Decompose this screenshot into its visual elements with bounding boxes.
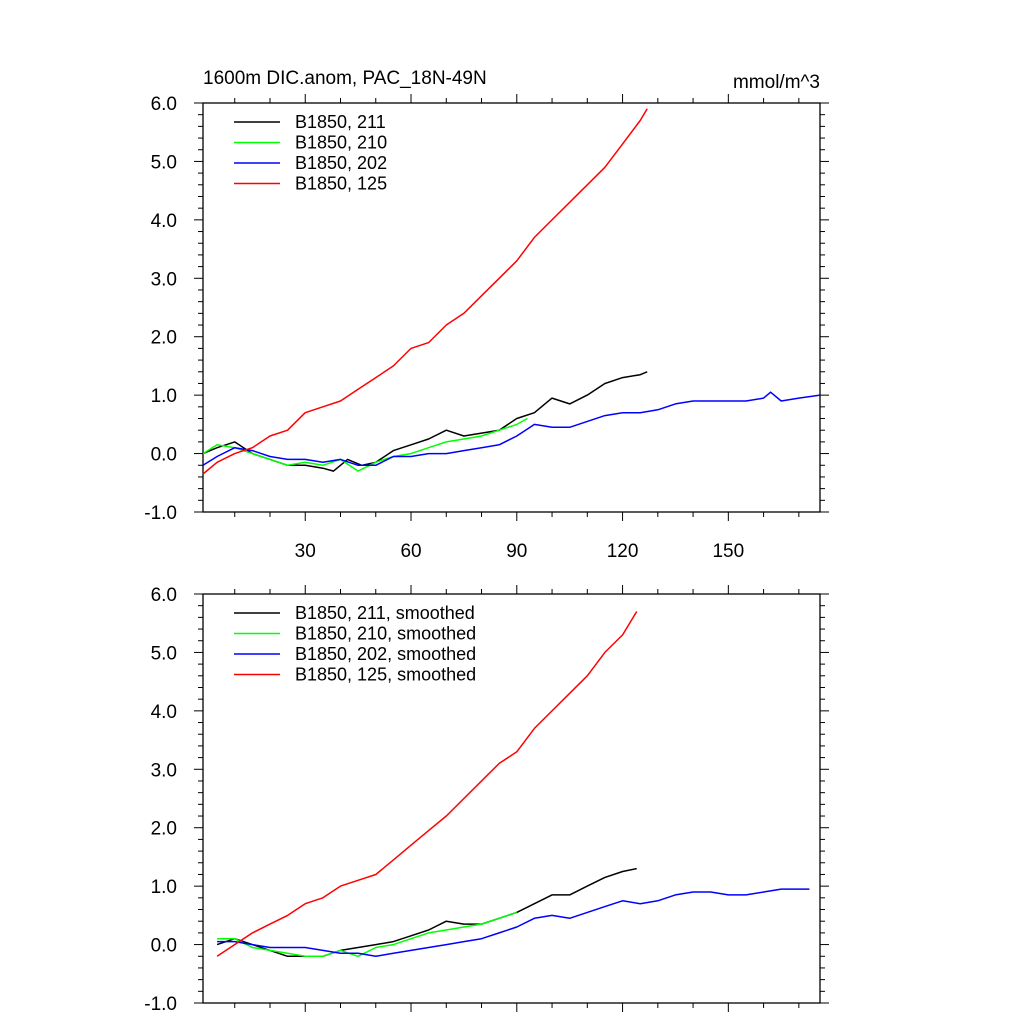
- plot-frame: [202, 593, 821, 1004]
- units-label: mmol/m^3: [733, 72, 820, 93]
- y-tick-label: -1.0: [144, 503, 177, 524]
- series-line-1: [217, 911, 518, 958]
- y-tick-label: 3.0: [151, 269, 177, 290]
- series-line-2: [202, 391, 821, 467]
- y-tick-label: 3.0: [151, 760, 177, 781]
- x-tick-label: 60: [400, 541, 421, 562]
- legend-label: B1850, 210: [295, 133, 387, 153]
- x-tick-label: 120: [607, 541, 639, 562]
- y-tick-label: 4.0: [151, 702, 177, 723]
- series-line-2: [217, 888, 810, 958]
- legend-label: B1850, 202, smoothed: [295, 644, 476, 664]
- y-tick-label: 4.0: [151, 211, 177, 232]
- y-tick-label: 1.0: [151, 386, 177, 407]
- y-tick-label: -1.0: [144, 994, 177, 1015]
- y-tick-label: 5.0: [151, 643, 177, 664]
- y-tick-label: 6.0: [151, 585, 177, 606]
- legend-label: B1850, 211: [295, 112, 386, 132]
- legend-label: B1850, 210, smoothed: [295, 624, 476, 644]
- y-tick-label: 2.0: [151, 819, 177, 840]
- y-tick-label: 0.0: [151, 445, 177, 466]
- bottom-chart-panel: -1.0 0.0 1.0 2.0 3.0 4.0 5.0 6.0 B1850, 211, smo…: [144, 585, 829, 1015]
- chart-title: 1600m DIC.anom, PAC_18N-49N: [203, 68, 487, 89]
- legend-label: B1850, 211, smoothed: [295, 603, 475, 623]
- x-tick-label: 90: [506, 541, 527, 562]
- series-line-0: [216, 867, 637, 958]
- y-tick-label: 2.0: [151, 328, 177, 349]
- plot-frame: [202, 102, 821, 513]
- top-chart-panel: 1600m DIC.anom, PAC_18N-49N mmol/m^3 -1.…: [144, 68, 829, 562]
- series-line-3: [216, 611, 638, 957]
- legend-label: B1850, 202: [295, 153, 387, 173]
- legend-label: B1850, 125: [295, 174, 387, 194]
- y-tick-label: 6.0: [151, 94, 177, 115]
- y-tick-label: 5.0: [151, 152, 177, 173]
- series-line-1: [202, 417, 528, 472]
- x-tick-label: 150: [712, 541, 744, 562]
- legend-label: B1850, 125, smoothed: [295, 665, 476, 685]
- series-line-3: [202, 108, 648, 475]
- y-tick-label: 1.0: [151, 877, 177, 898]
- x-tick-label: 30: [295, 541, 316, 562]
- y-tick-label: 0.0: [151, 936, 177, 957]
